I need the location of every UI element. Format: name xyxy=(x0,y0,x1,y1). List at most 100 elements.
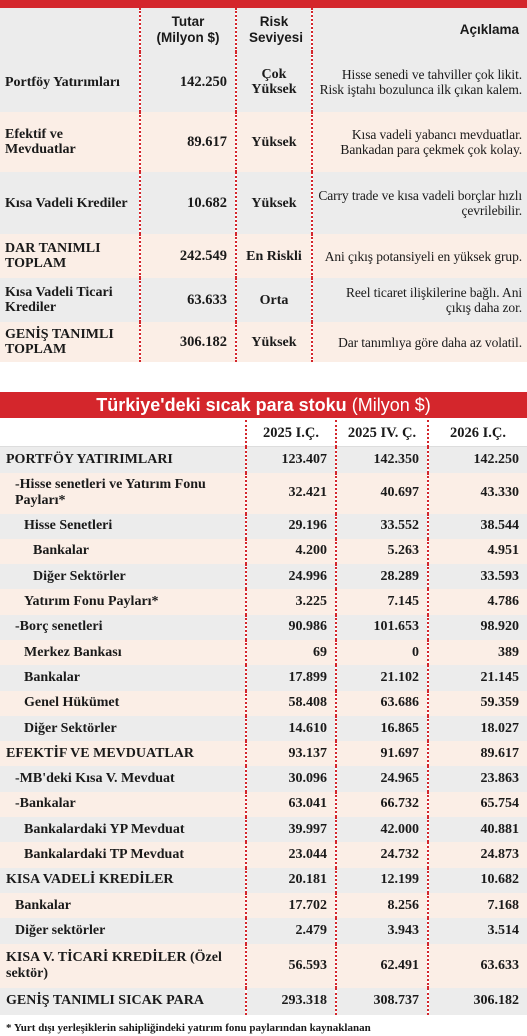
row: -MB'deki Kısa V. Mevduat 30.096 24.965 23.8… xyxy=(0,766,527,792)
cell: 23.044 xyxy=(245,842,336,868)
row: Bankalardaki YP Mevduat 39.997 42.000 40.88… xyxy=(0,817,527,843)
header-cell xyxy=(0,420,246,447)
row-label: GENİŞ TANIMLI SICAK PARA xyxy=(6,993,204,1009)
header-text: Tutar (Milyon $) xyxy=(156,14,220,45)
cell: 98.920 xyxy=(427,614,527,640)
cell: 89.617 xyxy=(139,112,236,172)
cell: 18.027 xyxy=(427,715,527,742)
header-text: Risk Seviyesi xyxy=(249,14,304,45)
cell: 5.263 xyxy=(335,538,428,565)
top-banner xyxy=(0,0,527,8)
cell: 63.041 xyxy=(245,791,336,818)
row-label: Genel Hükümet xyxy=(24,695,120,711)
cell: 56.593 xyxy=(245,943,336,988)
cell: 8.256 xyxy=(335,892,428,919)
row-label: -MB'deki Kısa V. Mevduat xyxy=(15,771,175,787)
cell: 32.421 xyxy=(245,472,336,514)
row: GENİŞ TANIMLI SICAK PARA 293.318 308.737 30… xyxy=(0,987,527,1015)
row: Diğer Sektörler 14.610 16.865 18.027 xyxy=(0,715,527,742)
cell: Kısa vadeli yabancı mevduatlar. Bankadan… xyxy=(311,112,527,172)
cell: 24.965 xyxy=(335,766,428,792)
cell: 69 xyxy=(245,639,336,666)
row: Bankalar 4.200 5.263 4.951 xyxy=(0,538,527,565)
cell: 33.593 xyxy=(427,564,527,590)
cell: 10.682 xyxy=(427,867,527,893)
row: Bankalar 17.702 8.256 7.168 xyxy=(0,892,527,919)
cell: 242.549 xyxy=(139,234,236,278)
row-label: Diğer sektörler xyxy=(15,922,106,938)
cell: 4.200 xyxy=(245,538,336,565)
cell: 3.514 xyxy=(427,918,527,944)
table-title: Türkiye'deki sıcak para stoku (Milyon $) xyxy=(0,392,527,418)
cell: 12.199 xyxy=(335,867,428,893)
cell: 24.873 xyxy=(427,842,527,868)
cell: 40.697 xyxy=(335,472,428,514)
cell: 89.617 xyxy=(427,741,527,767)
row: Merkez Bankası 69 0 389 xyxy=(0,639,527,666)
row: Kısa Vadeli Ticari Krediler 63.633 Orta Ree… xyxy=(0,278,527,322)
cell: 20.181 xyxy=(245,867,336,893)
cell: 39.997 xyxy=(245,817,336,843)
cell: 101.653 xyxy=(335,614,428,640)
row-label: Bankalar xyxy=(33,543,90,559)
cell: 0 xyxy=(335,639,428,666)
cell: En Riskli xyxy=(235,234,312,278)
header-cell xyxy=(0,8,140,52)
row-label: GENİŞ TANIMLI TOPLAM xyxy=(5,327,114,357)
row: -Bankalar 63.041 66.732 65.754 xyxy=(0,791,527,818)
row-label: -Bankalar xyxy=(15,796,76,812)
cell: 4.951 xyxy=(427,538,527,565)
cell: 42.000 xyxy=(335,817,428,843)
cell: 24.996 xyxy=(245,564,336,590)
header-cell: Açıklama xyxy=(311,8,527,52)
row-label: Bankalar xyxy=(24,669,81,685)
cell: 16.865 xyxy=(335,715,428,742)
row-label: Portföy Yatırımları xyxy=(5,74,120,90)
row-label: DAR TANIMLI TOPLAM xyxy=(5,241,101,271)
row-label: Kısa Vadeli Ticari Krediler xyxy=(5,285,113,315)
cell: 308.737 xyxy=(335,987,428,1015)
cell: 142.350 xyxy=(335,446,428,473)
cell: 293.318 xyxy=(245,987,336,1015)
row: PORTFÖY YATIRIMLARI 123.407 142.350 142.250 xyxy=(0,446,527,473)
footnote: * Yurt dışı yerleşiklerin sahipliğindeki… xyxy=(6,1022,371,1034)
cell: 3.943 xyxy=(335,918,428,944)
cell: 306.182 xyxy=(427,987,527,1015)
row-label: Bankalar xyxy=(15,897,72,913)
cell: 23.863 xyxy=(427,766,527,792)
row-label: Hisse Senetleri xyxy=(24,518,113,534)
cell: 142.250 xyxy=(139,52,236,112)
row-label: -Hisse senetleri ve Yatırım Fonu Payları… xyxy=(15,477,206,508)
row: Genel Hükümet 58.408 63.686 59.359 xyxy=(0,690,527,716)
cell: Çok Yüksek xyxy=(235,52,312,112)
cell: 14.610 xyxy=(245,715,336,742)
row: Yatırım Fonu Payları* 3.225 7.145 4.786 xyxy=(0,589,527,615)
row-label: Yatırım Fonu Payları* xyxy=(24,594,159,610)
cell: 91.697 xyxy=(335,741,428,767)
row-label: KISA V. TİCARİ KREDİLER (Özel sektör) xyxy=(6,949,222,981)
cell: 63.633 xyxy=(139,278,236,322)
cell: 17.702 xyxy=(245,892,336,919)
cell: Yüksek xyxy=(235,322,312,362)
row-label: PORTFÖY YATIRIMLARI xyxy=(6,451,173,467)
cell: 142.250 xyxy=(427,446,527,473)
header-row: Tutar (Milyon $) Risk Seviyesi Açıklama xyxy=(0,8,527,52)
cell: 28.289 xyxy=(335,564,428,590)
cell: 2.479 xyxy=(245,918,336,944)
row: DAR TANIMLI TOPLAM 242.549 En Riskli Ani çı… xyxy=(0,234,527,278)
row: KISA V. TİCARİ KREDİLER (Özel sektör) 56.… xyxy=(0,943,527,988)
cell: 90.986 xyxy=(245,614,336,640)
cell: Carry trade ve kısa vadeli borçlar hızlı… xyxy=(311,172,527,234)
header-cell: 2025 IV. Ç. xyxy=(335,420,428,447)
cell: Dar tanımlıya göre daha az volatil. xyxy=(311,322,527,362)
cell: 7.145 xyxy=(335,589,428,615)
row-label: Kısa Vadeli Krediler xyxy=(5,195,128,211)
row-label: Bankalardaki YP Mevduat xyxy=(24,821,185,837)
row-label: -Borç senetleri xyxy=(15,619,103,635)
cell: 93.137 xyxy=(245,741,336,767)
cell: 30.096 xyxy=(245,766,336,792)
title-text: Türkiye'deki sıcak para stoku xyxy=(96,395,347,415)
row: Hisse Senetleri 29.196 33.552 38.544 xyxy=(0,513,527,539)
cell: 29.196 xyxy=(245,513,336,539)
cell: 59.359 xyxy=(427,690,527,716)
